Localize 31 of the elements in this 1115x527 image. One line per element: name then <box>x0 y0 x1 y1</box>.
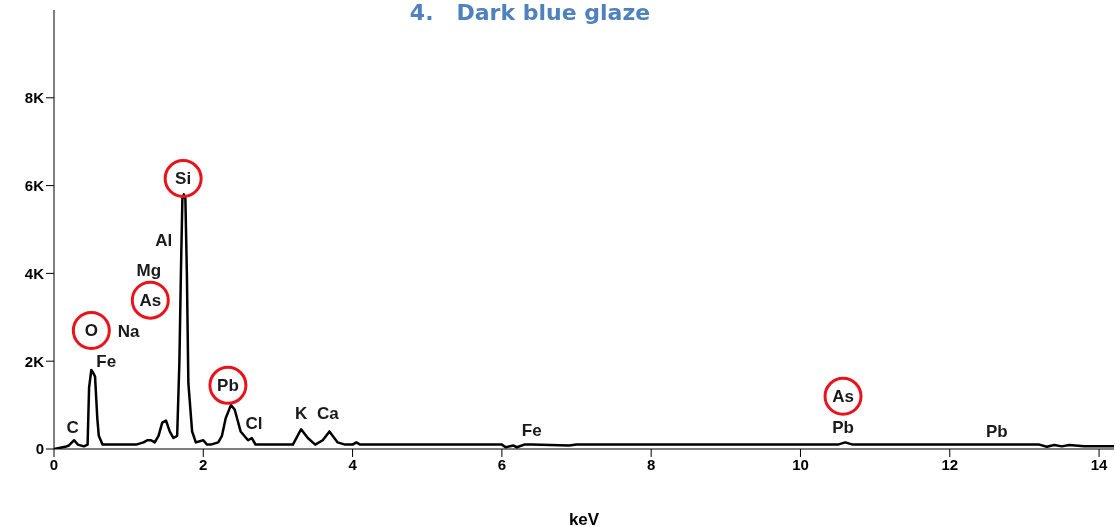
annotation: Cl <box>245 414 263 434</box>
x-tick-label: 6 <box>497 455 507 473</box>
y-tick-label: 8K <box>24 89 45 107</box>
x-tick-label: 12 <box>941 455 959 473</box>
y-tick-label: 0 <box>35 440 44 458</box>
x-tick-label: 10 <box>792 455 809 473</box>
y-tick-label: 4K <box>24 264 45 282</box>
annotation: Si <box>175 169 192 189</box>
annotation: As <box>139 290 162 310</box>
x-tick-label: 8 <box>647 455 656 473</box>
annotation: Al <box>155 230 173 250</box>
annotation: C <box>66 418 79 438</box>
annotation: Na <box>117 321 141 341</box>
x-tick-label: 4 <box>348 455 358 473</box>
x-tick-label: 0 <box>49 455 59 473</box>
annotation: Pb <box>832 418 854 438</box>
annotation: Pb <box>217 375 239 395</box>
y-tick-label: 6K <box>24 176 45 194</box>
x-tick-label: 14 <box>1090 455 1109 473</box>
annotation: Pb <box>985 422 1008 442</box>
annotation: Fe <box>521 420 542 440</box>
annotation: Fe <box>96 351 117 371</box>
x-tick-label: 2 <box>199 455 208 473</box>
x-axis-title: keV <box>568 510 600 527</box>
annotation: O <box>84 320 98 340</box>
annotation: As <box>832 386 854 406</box>
annotation: K <box>294 404 308 424</box>
annotation: Mg <box>136 260 162 280</box>
chart-title: 4. Dark blue glaze <box>408 0 652 25</box>
annotation: Ca <box>317 404 340 424</box>
y-tick-label: 2K <box>24 352 45 370</box>
